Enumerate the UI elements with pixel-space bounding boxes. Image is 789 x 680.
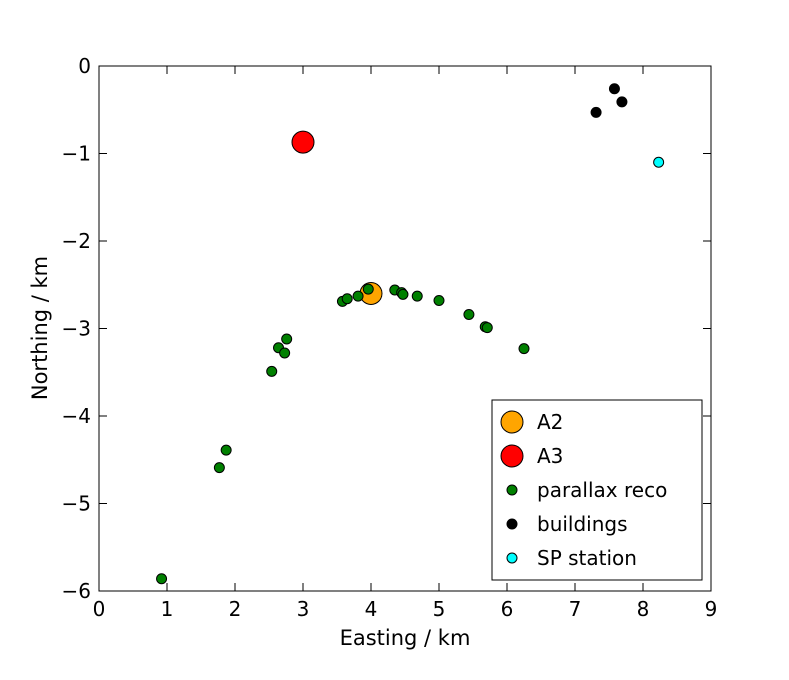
data-point: [362, 283, 374, 295]
marks-layer: [156, 83, 665, 585]
x-tick-label: 6: [501, 597, 514, 621]
legend-box: [491, 399, 703, 581]
x-tick-label: 0: [93, 597, 106, 621]
legend-marker: [500, 444, 524, 468]
legend-label: buildings: [537, 512, 628, 536]
x-tick-label: 1: [161, 597, 174, 621]
x-tick-label: 7: [569, 597, 582, 621]
ticks-layer: 0 1 2 3 4 5 6 7 8 9 0 −1 −2 −3 −4 −5 −6: [62, 54, 718, 621]
data-point: [352, 290, 364, 302]
data-point: [463, 309, 475, 320]
data-point: [281, 333, 293, 345]
legend-label: A3: [537, 444, 563, 468]
legend-marker: [506, 484, 518, 496]
data-point: [411, 290, 423, 302]
x-tick-label: 8: [637, 597, 650, 621]
data-point: [653, 156, 665, 168]
data-point: [608, 83, 620, 95]
data-point: [397, 288, 409, 300]
data-point: [341, 293, 353, 305]
data-point: [518, 343, 530, 355]
y-tick-label: 0: [78, 54, 91, 78]
data-point: [590, 106, 602, 118]
legend: A2 A3 parallax reco buildings SP station: [491, 399, 703, 581]
data-point: [481, 322, 493, 334]
legend-marker: [500, 410, 524, 434]
legend-marker: [506, 518, 518, 530]
data-point: [213, 462, 225, 474]
data-point: [433, 295, 445, 306]
y-axis-label: Northing / km: [28, 256, 52, 400]
data-point: [279, 347, 291, 359]
y-tick-label: −3: [62, 317, 91, 341]
y-tick-label: −2: [62, 229, 91, 253]
legend-label: SP station: [537, 546, 637, 570]
x-tick-label: 5: [433, 597, 446, 621]
y-tick-label: −6: [62, 579, 91, 603]
data-point: [156, 573, 168, 585]
data-point: [616, 96, 628, 108]
data-point: [266, 365, 278, 377]
y-tick-label: −1: [62, 142, 91, 166]
legend-label: parallax reco: [537, 478, 667, 502]
x-tick-label: 2: [229, 597, 242, 621]
data-point: [291, 130, 315, 154]
x-tick-label: 3: [297, 597, 310, 621]
y-tick-label: −4: [62, 404, 91, 428]
x-tick-label: 9: [705, 597, 718, 621]
legend-marker: [506, 552, 518, 564]
data-point: [220, 444, 232, 456]
x-tick-label: 4: [365, 597, 378, 621]
legend-label: A2: [537, 410, 563, 434]
y-tick-label: −5: [62, 492, 91, 516]
x-axis-label: Easting / km: [340, 626, 471, 650]
